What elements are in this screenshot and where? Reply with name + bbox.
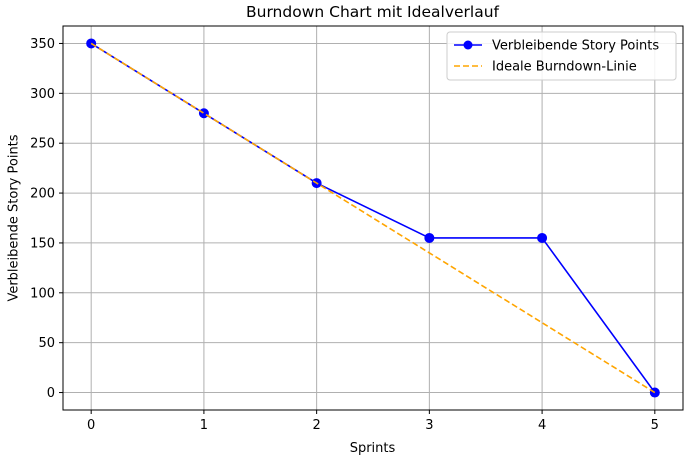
x-tick-label: 4	[538, 418, 546, 433]
y-tick-label: 350	[30, 37, 55, 52]
x-axis: 0 1 2 3 4 5	[87, 410, 659, 433]
legend: Verbleibende Story Points Ideale Burndown…	[446, 31, 677, 81]
x-tick-label: 2	[312, 418, 320, 433]
series-layer	[86, 38, 660, 398]
chart-title: Burndown Chart mit Idealverlauf	[246, 3, 500, 21]
legend-entry-label: Verbleibende Story Points	[492, 39, 659, 54]
plot-area-frame	[62, 25, 684, 411]
data-point	[537, 232, 548, 243]
data-point	[198, 108, 209, 119]
y-tick-label: 300	[30, 87, 55, 102]
x-tick-label: 1	[200, 418, 208, 433]
x-tick-label: 0	[87, 418, 95, 433]
series-line-ideal-burndown	[90, 42, 656, 394]
y-tick-label: 0	[47, 386, 55, 401]
legend-swatch-marker	[463, 40, 473, 50]
y-axis-label: Verbleibende Story Points	[7, 134, 22, 301]
y-tick-label: 50	[38, 336, 55, 351]
legend-box	[446, 31, 677, 81]
legend-entry-label: Ideale Burndown-Linie	[492, 60, 637, 75]
y-tick-label: 200	[30, 187, 55, 202]
x-axis-label: Sprints	[350, 441, 396, 456]
x-tick-label: 5	[651, 418, 659, 433]
x-tick-label: 3	[425, 418, 433, 433]
y-tick-label: 250	[30, 137, 55, 152]
y-tick-label: 100	[30, 286, 55, 301]
y-tick-label: 150	[30, 236, 55, 251]
grid-lines	[63, 26, 683, 410]
y-axis: 0 50 100 150 200 250 300 350	[30, 37, 63, 401]
data-point	[424, 232, 435, 243]
